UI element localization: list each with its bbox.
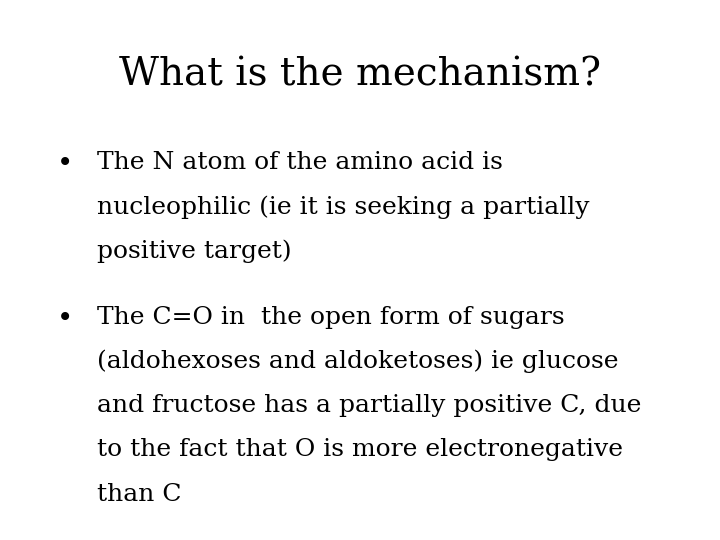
Text: •: • xyxy=(57,151,73,178)
Text: What is the mechanism?: What is the mechanism? xyxy=(119,57,601,94)
Text: than C: than C xyxy=(97,483,181,506)
Text: and fructose has a partially positive C, due: and fructose has a partially positive C,… xyxy=(97,394,642,417)
Text: nucleophilic (ie it is seeking a partially: nucleophilic (ie it is seeking a partial… xyxy=(97,195,590,219)
Text: to the fact that O is more electronegative: to the fact that O is more electronegati… xyxy=(97,438,624,462)
Text: (aldohexoses and aldoketoses) ie glucose: (aldohexoses and aldoketoses) ie glucose xyxy=(97,350,618,374)
Text: The N atom of the amino acid is: The N atom of the amino acid is xyxy=(97,151,503,174)
Text: The C=O in  the open form of sugars: The C=O in the open form of sugars xyxy=(97,306,564,329)
Text: •: • xyxy=(57,306,73,333)
Text: positive target): positive target) xyxy=(97,240,292,264)
